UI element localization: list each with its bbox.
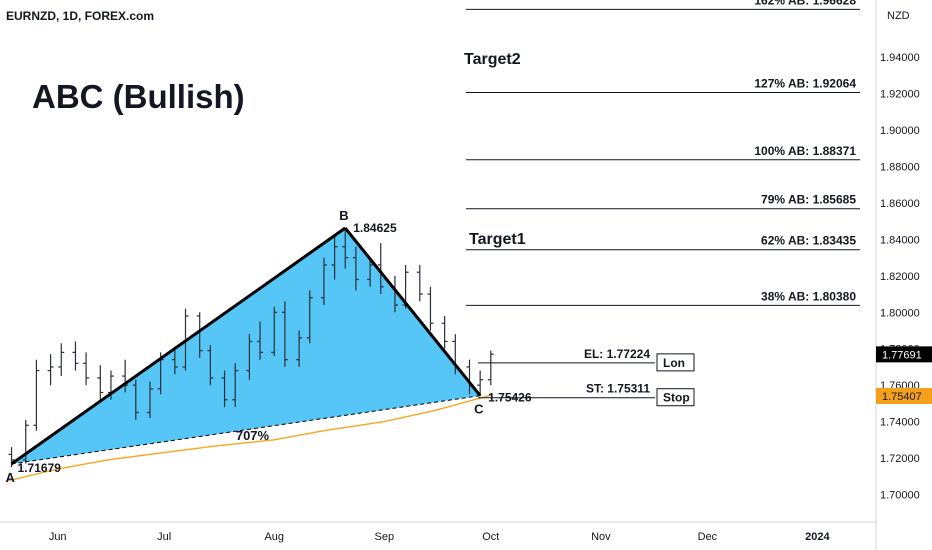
ohlc-bar	[246, 334, 253, 380]
entry-label: EL: 1.77224	[584, 347, 650, 361]
price-tick-label: 1.90000	[880, 125, 920, 137]
time-tick-label: Oct	[482, 531, 499, 543]
fib-level-label: 162% AB: 1.96628	[754, 0, 856, 7]
time-tick-label: Nov	[591, 531, 611, 543]
ohlc-bar	[477, 370, 484, 397]
ohlc-bar	[33, 359, 40, 431]
time-tick-label: Sep	[375, 531, 395, 543]
entry-level: EL: 1.77224 Lon	[478, 347, 695, 372]
candles-layer	[7, 228, 494, 482]
price-tick-label: 1.74000	[880, 417, 920, 429]
current-price-label: 1.77691	[882, 349, 922, 361]
time-tick-label: Dec	[698, 531, 718, 543]
ohlc-bar	[97, 365, 104, 400]
ohlc-bar	[83, 352, 90, 386]
symbol-label: EURNZD, 1D, FOREX.com	[6, 9, 155, 23]
fib-level: 62% AB: 1.83435	[466, 234, 860, 251]
point-label-b: B	[339, 208, 348, 223]
ohlc-bar	[171, 346, 178, 375]
price-tick-label: 1.84000	[880, 234, 920, 246]
time-axis-layer: Jun Jul Aug Sep Oct Nov Dec 2024	[0, 521, 876, 543]
ohlc-bar	[271, 306, 278, 357]
stop-label: ST: 1.75311	[586, 382, 650, 396]
ohlc-bar	[441, 315, 448, 349]
point-price-a: 1.71679	[18, 461, 62, 475]
ohlc-bar	[122, 359, 129, 393]
abc-triangle-fill	[11, 228, 481, 464]
stop-level: ST: 1.75311 Stop	[478, 382, 695, 407]
ohlc-bar	[306, 290, 313, 344]
ohlc-bar	[281, 301, 288, 367]
ohlc-bar	[416, 264, 423, 302]
price-tick-label: 1.82000	[880, 271, 920, 283]
time-tick-label: Aug	[264, 531, 284, 543]
ohlc-bar	[427, 286, 434, 331]
ohlc-bar	[296, 330, 303, 367]
chart-title: ABC (Bullish)	[32, 78, 245, 115]
ohlc-bar	[257, 321, 264, 360]
ohlc-bar	[367, 257, 374, 287]
time-tick-label: 2024	[805, 531, 830, 543]
bc-leg-line	[344, 227, 482, 397]
fib-level: 162% AB: 1.96628	[466, 0, 860, 10]
ohlc-bar	[352, 246, 359, 291]
fib-level-label: 79% AB: 1.85685	[761, 193, 856, 207]
point-price-b: 1.84625	[353, 221, 397, 235]
ab-leg-line	[10, 226, 347, 466]
ma-price-badge	[876, 387, 932, 404]
ohlc-bar	[72, 341, 79, 371]
time-tick-label: Jul	[157, 531, 171, 543]
ohlc-bar	[377, 243, 384, 295]
ohlc-bar	[47, 354, 54, 386]
ohlc-bar	[58, 343, 65, 377]
ohlc-bar	[232, 363, 239, 408]
fib-level-label: 62% AB: 1.83435	[761, 234, 856, 248]
stop-tag-box	[656, 388, 695, 407]
entry-tag: Lon	[663, 356, 685, 370]
ohlc-bar	[331, 235, 338, 280]
ohlc-bar	[22, 419, 29, 464]
fib-level-label: 100% AB: 1.88371	[754, 144, 856, 158]
price-axis-layer: 1.700001.720001.740001.760001.780001.800…	[875, 0, 932, 550]
ohlc-bar	[196, 312, 203, 358]
current-price-badge	[876, 346, 932, 363]
price-tick-label: 1.80000	[880, 307, 920, 319]
entry-tag-box	[656, 353, 695, 372]
price-tick-label: 1.94000	[880, 52, 920, 64]
price-tick-label: 1.88000	[880, 162, 920, 174]
fib-level: 38% AB: 1.80380	[466, 289, 860, 306]
ma-price-label: 1.75407	[882, 391, 922, 403]
target1-label: Target1	[469, 231, 526, 248]
target2-label: Target2	[464, 51, 521, 68]
ohlc-bar	[132, 379, 139, 420]
fib-level: 127% AB: 1.92064	[466, 76, 860, 93]
fib-level: 79% AB: 1.85685	[466, 193, 860, 210]
point-label-a: A	[6, 470, 16, 485]
fib-levels-layer: 162% AB: 1.96628 127% AB: 1.92064 100% AB:…	[466, 0, 860, 407]
ohlc-bar	[147, 381, 153, 418]
ohlc-bar	[207, 345, 214, 386]
price-tick-label: 1.72000	[880, 453, 920, 465]
stop-tag: Stop	[663, 391, 690, 405]
time-tick-label: Jun	[49, 531, 67, 543]
ohlc-bar	[487, 350, 494, 386]
currency-label: NZD	[887, 10, 910, 22]
moving-average-line	[7, 394, 491, 482]
fib-level-label: 38% AB: 1.80380	[761, 289, 856, 303]
price-tick-label: 1.70000	[880, 490, 920, 502]
fib-level-label: 127% AB: 1.92064	[754, 76, 856, 90]
ac-dashed-line	[11, 395, 481, 465]
price-tick-label: 1.92000	[880, 89, 920, 101]
ohlc-bar	[342, 228, 349, 269]
ohlc-bar	[320, 257, 327, 306]
fib-level: 100% AB: 1.88371	[466, 144, 860, 161]
ohlc-bar	[221, 370, 228, 408]
retracement-label: 707%	[236, 428, 270, 443]
point-label-c: C	[474, 402, 484, 417]
price-tick-label: 1.86000	[880, 198, 920, 210]
